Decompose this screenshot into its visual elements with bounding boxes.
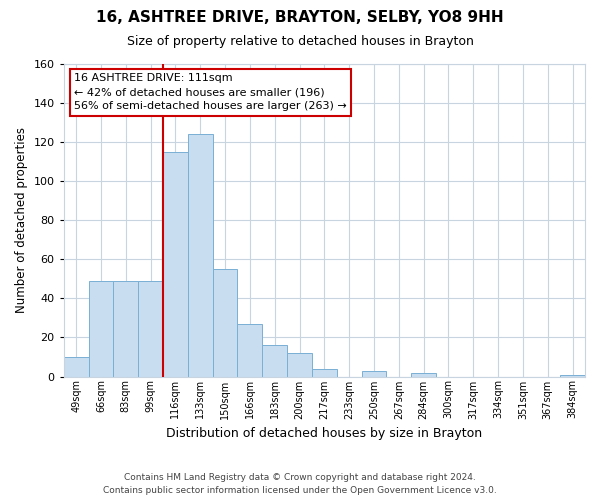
Y-axis label: Number of detached properties: Number of detached properties xyxy=(15,128,28,314)
Bar xyxy=(362,370,386,376)
Bar xyxy=(287,353,312,376)
X-axis label: Distribution of detached houses by size in Brayton: Distribution of detached houses by size … xyxy=(166,427,482,440)
Bar xyxy=(188,134,212,376)
Bar xyxy=(89,281,113,376)
Text: Size of property relative to detached houses in Brayton: Size of property relative to detached ho… xyxy=(127,35,473,48)
Bar xyxy=(560,374,585,376)
Bar xyxy=(163,152,188,376)
Bar xyxy=(212,269,238,376)
Bar xyxy=(64,357,89,376)
Text: Contains HM Land Registry data © Crown copyright and database right 2024.
Contai: Contains HM Land Registry data © Crown c… xyxy=(103,473,497,495)
Bar xyxy=(238,324,262,376)
Bar xyxy=(411,372,436,376)
Text: 16 ASHTREE DRIVE: 111sqm
← 42% of detached houses are smaller (196)
56% of semi-: 16 ASHTREE DRIVE: 111sqm ← 42% of detach… xyxy=(74,74,347,112)
Bar xyxy=(113,281,138,376)
Text: 16, ASHTREE DRIVE, BRAYTON, SELBY, YO8 9HH: 16, ASHTREE DRIVE, BRAYTON, SELBY, YO8 9… xyxy=(96,10,504,25)
Bar xyxy=(138,281,163,376)
Bar xyxy=(312,368,337,376)
Bar xyxy=(262,346,287,376)
